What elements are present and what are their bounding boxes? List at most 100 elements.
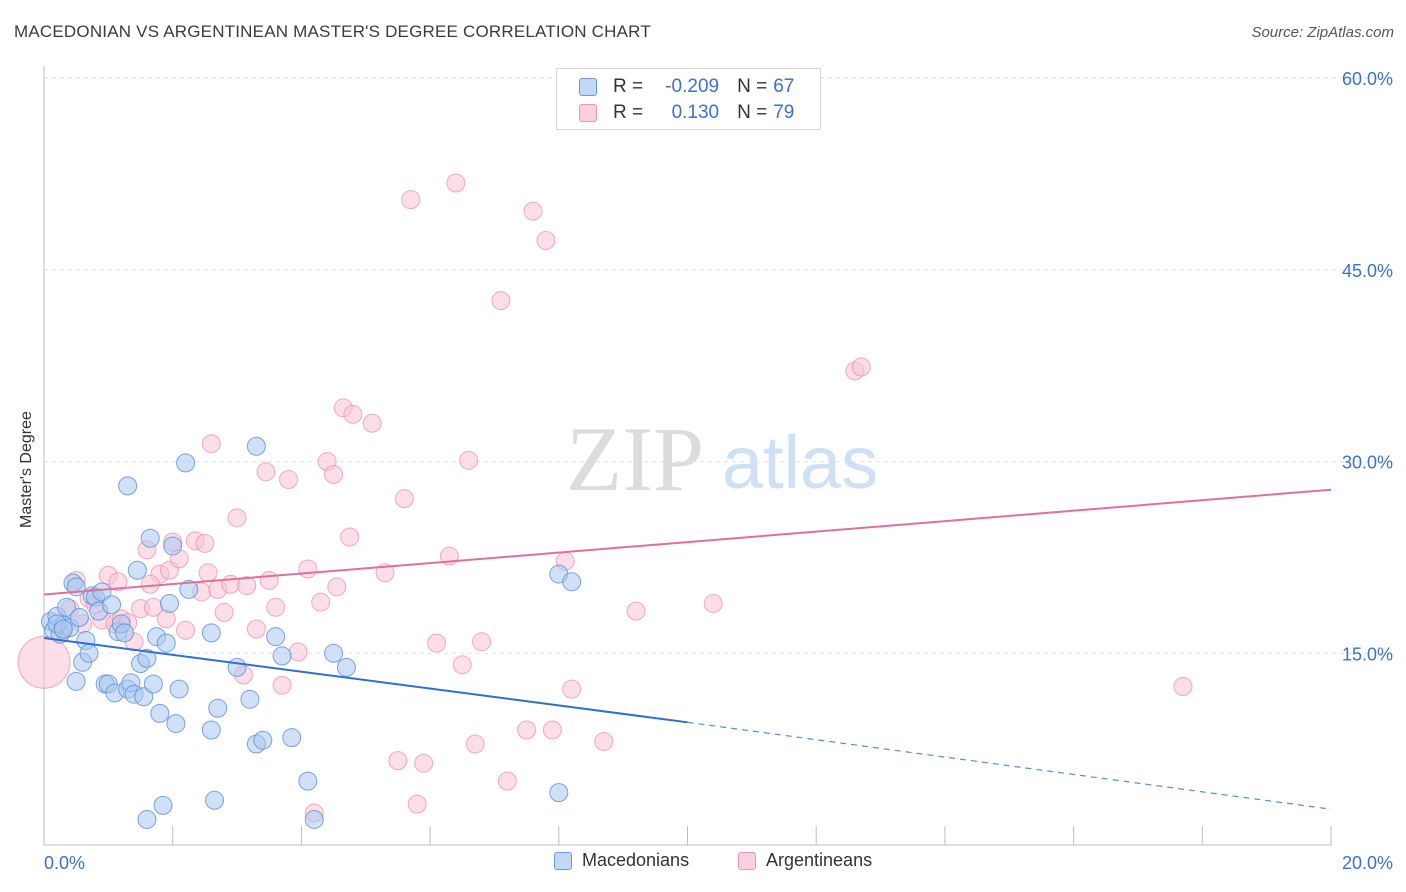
- macedonian-point: [336, 657, 356, 677]
- argentinean-point: [401, 190, 421, 210]
- argentinean-point: [176, 620, 196, 640]
- argentinean-point: [140, 574, 160, 594]
- stats-row-macedonians: R = -0.209 N = 67: [579, 75, 794, 99]
- stats-swatch-pink: [579, 104, 597, 122]
- macedonian-point: [205, 790, 225, 810]
- source-label: Source: ZipAtlas.com: [1251, 24, 1394, 41]
- argentinean-point: [298, 559, 318, 579]
- y-tick-label: 60.0%: [1342, 69, 1393, 89]
- macedonian-point: [304, 809, 324, 829]
- argentinean-point: [108, 572, 128, 592]
- macedonian-point: [282, 728, 302, 748]
- macedonian-point: [253, 730, 273, 750]
- argentinean-point: [851, 357, 871, 377]
- x-tick-label: 20.0%: [1342, 853, 1393, 873]
- argentinean-point: [446, 173, 466, 193]
- argentinean-point: [472, 632, 492, 652]
- tick-labels: 15.0% 30.0% 45.0% 60.0% 0.0% 20.0%: [44, 69, 1393, 873]
- argentinean-point: [327, 577, 347, 597]
- argentinean-point: [259, 570, 279, 590]
- argentinean-point: [340, 527, 360, 547]
- trend-lines: [43, 488, 1332, 810]
- macedonian-point: [127, 560, 147, 580]
- macedonian-point: [102, 595, 122, 615]
- macedonian-point: [201, 623, 221, 643]
- argentinean-point: [388, 751, 408, 771]
- argentinean-point: [375, 563, 395, 583]
- argentinean-point: [542, 720, 562, 740]
- macedonian-point: [114, 623, 134, 643]
- argentinean-point: [703, 593, 723, 613]
- macedonian-point: [159, 593, 179, 613]
- macedonian-point: [137, 648, 157, 668]
- argentinean-point: [156, 609, 176, 629]
- macedonian-point: [562, 572, 582, 592]
- macedonian-point: [240, 689, 260, 709]
- legend: Macedonians Argentineans: [0, 850, 1406, 878]
- macedonian-point: [227, 657, 247, 677]
- macedonian-point: [266, 627, 286, 647]
- argentinean-point: [626, 601, 646, 621]
- argentinean-point: [288, 642, 308, 662]
- legend-label-argentineans: Argentineans: [766, 850, 873, 870]
- macedonian-point: [246, 436, 266, 456]
- macedonian-point: [118, 476, 138, 496]
- argentinean-point: [394, 489, 414, 509]
- macedonian-point: [298, 771, 318, 791]
- argentinean-point: [459, 450, 479, 470]
- argentinean-point: [195, 533, 215, 553]
- stats-n-value: 67: [773, 76, 795, 97]
- y-tick-label: 45.0%: [1342, 261, 1393, 281]
- argentinean-point: [266, 597, 286, 617]
- argentinean-point: [214, 602, 234, 622]
- y-tick-label: 15.0%: [1342, 644, 1393, 664]
- y-tick-label: 30.0%: [1342, 453, 1393, 473]
- watermark-zip: ZIP: [566, 408, 704, 510]
- argentinean-point: [272, 675, 292, 695]
- watermark: ZIP atlas: [566, 408, 878, 510]
- macedonian-point: [69, 608, 89, 628]
- macedonian-point: [79, 643, 99, 663]
- macedonian-point: [137, 809, 157, 829]
- argentinean-point: [343, 404, 363, 424]
- gridlines: [44, 77, 1392, 654]
- macedonian-point: [166, 714, 186, 734]
- macedonian-point: [134, 687, 154, 707]
- legend-label-macedonians: Macedonians: [582, 850, 690, 870]
- macedonian-point: [150, 703, 170, 723]
- macedonian-point: [163, 536, 183, 556]
- macedonians-trend-extension: [687, 721, 1332, 810]
- legend-item-argentineans[interactable]: Argentineans: [738, 850, 872, 871]
- macedonian-point: [153, 795, 173, 815]
- x-tick-label: 0.0%: [44, 853, 85, 873]
- argentinean-point: [414, 753, 434, 773]
- chart-title: MACEDONIAN VS ARGENTINEAN MASTER'S DEGRE…: [14, 22, 651, 41]
- argentinean-point: [17, 635, 71, 689]
- stats-box: R = -0.209 N = 67 R = 0.130 N = 79: [556, 68, 821, 130]
- stats-r-label: R =: [613, 76, 644, 97]
- stats-n-label: N =: [737, 76, 768, 97]
- stats-r-value: 0.130: [671, 102, 720, 123]
- argentinean-point: [562, 679, 582, 699]
- argentinean-point: [517, 720, 537, 740]
- argentinean-point: [1173, 677, 1193, 697]
- legend-item-macedonians[interactable]: Macedonians: [554, 850, 689, 871]
- stats-row-argentineans: R = 0.130 N = 79: [579, 101, 794, 125]
- macedonian-point: [179, 579, 199, 599]
- legend-swatch-pink: [738, 851, 756, 870]
- argentinean-point: [279, 469, 299, 489]
- macedonian-point: [143, 674, 163, 694]
- argentinean-point: [227, 508, 247, 528]
- stats-r-value: -0.209: [665, 76, 720, 97]
- argentinean-point: [536, 231, 556, 251]
- macedonian-point: [208, 698, 228, 718]
- macedonian-point: [156, 633, 176, 653]
- argentinean-point: [523, 201, 543, 221]
- macedonians-trend-line: [43, 636, 688, 724]
- stats-swatch-blue: [579, 78, 597, 96]
- axes: [43, 66, 1332, 846]
- macedonian-point: [324, 643, 344, 663]
- argentinean-point: [246, 619, 266, 639]
- legend-swatch-blue: [554, 851, 572, 870]
